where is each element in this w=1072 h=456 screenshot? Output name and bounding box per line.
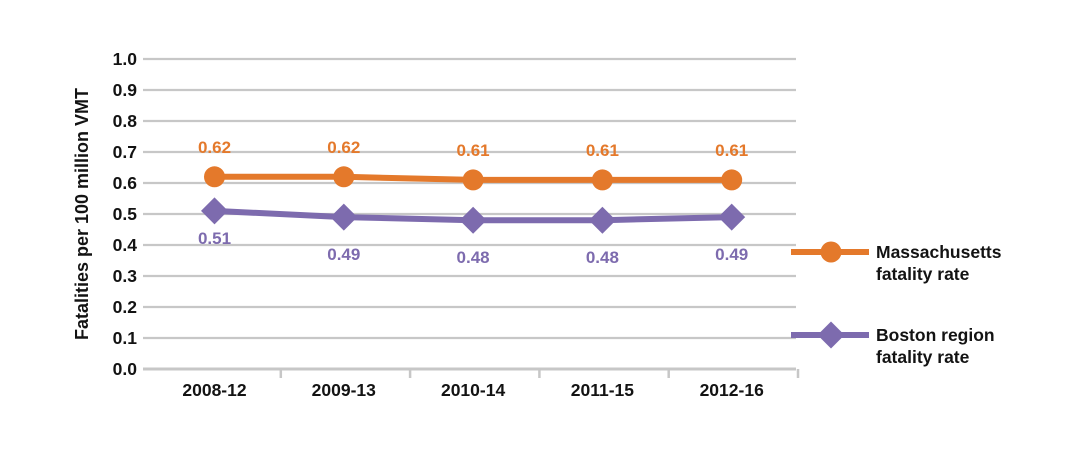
y-tick-label: 1.0	[113, 49, 138, 69]
marker-circle-icon	[721, 169, 743, 191]
x-tick-label: 2009-13	[312, 380, 376, 400]
data-label: 0.62	[327, 138, 360, 157]
marker-diamond-icon	[459, 206, 487, 234]
marker-diamond-icon	[718, 203, 746, 231]
y-tick-label: 0.6	[113, 173, 138, 193]
legend-label-line2: fatality rate	[876, 264, 970, 284]
marker-diamond-icon	[330, 203, 358, 231]
data-label: 0.61	[457, 141, 490, 160]
data-label: 0.48	[586, 248, 619, 267]
legend-label-line2: fatality rate	[876, 347, 970, 367]
plot-area: 0.0 0.1 0.2 0.3 0.4 0.5 0.6 0.7 0.8 0.9 1.0 2008-12…	[113, 49, 800, 400]
marker-circle-icon	[333, 166, 355, 188]
legend-marker-diamond-icon	[817, 321, 845, 349]
legend-label-line1: Massachusetts	[876, 242, 1002, 262]
marker-circle-icon	[204, 166, 225, 188]
y-tick-label: 0.1	[113, 328, 138, 348]
data-label: 0.61	[715, 141, 748, 160]
legend-marker-circle-icon	[820, 241, 842, 263]
data-label: 0.62	[198, 138, 231, 157]
legend: Massachusetts fatality rate Boston region…	[791, 241, 1002, 367]
legend-item-massachusetts: Massachusetts fatality rate	[791, 241, 1002, 284]
y-tick-label: 0.4	[113, 235, 138, 255]
y-axis-title: Fatalities per 100 million VMT	[72, 88, 92, 340]
x-tick-label: 2012-16	[700, 380, 764, 400]
y-tick-label: 0.3	[113, 266, 138, 286]
marker-circle-icon	[462, 169, 484, 191]
x-tick-label: 2008-12	[182, 380, 246, 400]
y-tick-label: 0.8	[113, 111, 138, 131]
x-tick-label: 2011-15	[571, 380, 635, 400]
legend-label-massachusetts: Massachusetts fatality rate	[876, 242, 1002, 284]
y-tick-label: 0.7	[113, 142, 137, 162]
y-tick-label: 0.5	[113, 204, 138, 224]
legend-item-boston-region: Boston region fatality rate	[791, 321, 995, 367]
y-tick-label: 0.2	[113, 297, 138, 317]
marker-diamond-icon	[588, 206, 616, 234]
y-tick-label: 0.0	[113, 359, 138, 379]
data-label: 0.61	[586, 141, 619, 160]
marker-circle-icon	[591, 169, 613, 191]
legend-label-line1: Boston region	[876, 325, 995, 345]
x-tick-label: 2010-14	[441, 380, 505, 400]
data-label: 0.48	[457, 248, 490, 267]
legend-label-boston-region: Boston region fatality rate	[876, 325, 995, 367]
data-label: 0.51	[198, 229, 231, 248]
y-tick-label: 0.9	[113, 80, 138, 100]
data-label: 0.49	[327, 245, 360, 264]
data-label: 0.49	[715, 245, 748, 264]
marker-diamond-icon	[201, 197, 228, 225]
